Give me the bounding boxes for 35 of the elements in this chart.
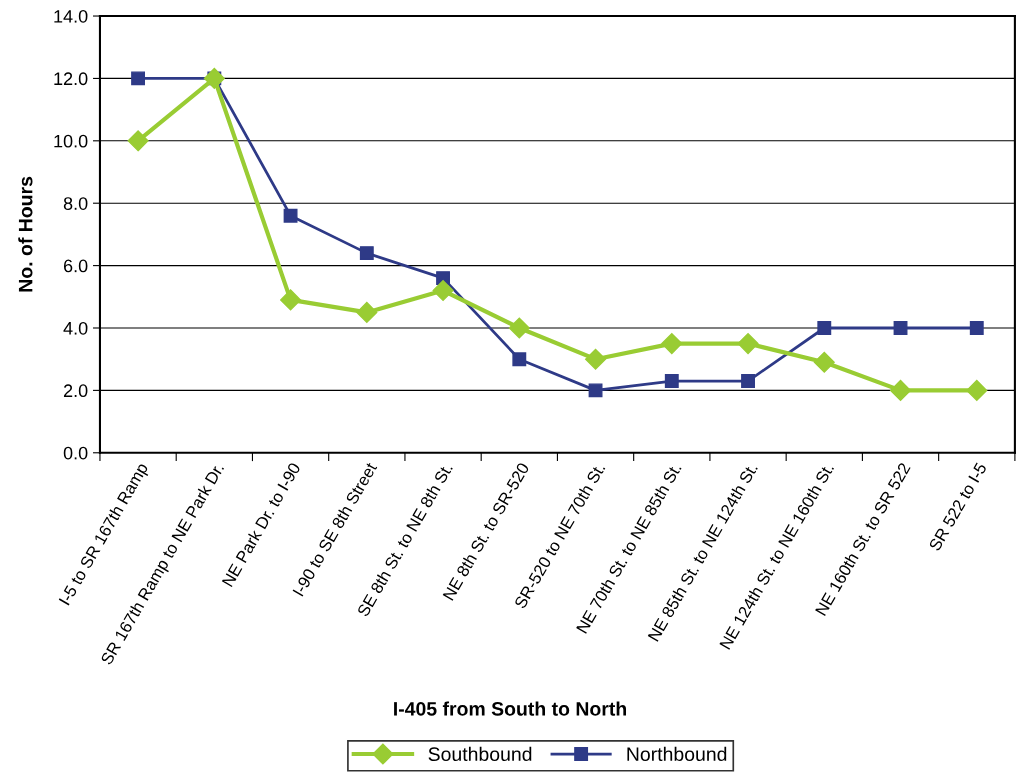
- legend-label: Northbound: [627, 746, 727, 762]
- point: [890, 379, 912, 401]
- point: [280, 289, 302, 311]
- x-tick-label: SR 522 to I-5: [928, 461, 988, 552]
- point: [131, 71, 146, 86]
- point: [356, 301, 378, 323]
- point: [588, 383, 603, 398]
- point: [203, 67, 225, 89]
- point: [817, 321, 832, 335]
- y-tick-label: 4.0: [63, 321, 88, 335]
- legend-label: Southbound: [428, 746, 532, 762]
- point: [966, 379, 988, 401]
- point: [737, 333, 759, 355]
- y-tick-label: 8.0: [63, 197, 88, 210]
- y-tick-label: 0.0: [63, 446, 88, 460]
- point: [359, 246, 374, 261]
- point: [508, 317, 530, 339]
- x-axis-title: I-405 from South to North: [394, 701, 627, 716]
- point: [813, 351, 835, 373]
- y-tick-label: 2.0: [63, 384, 88, 398]
- point: [969, 321, 984, 335]
- y-tick-label: 14.0: [54, 9, 88, 23]
- point: [512, 352, 527, 367]
- point: [585, 348, 607, 370]
- point: [661, 333, 683, 355]
- y-axis-title: No. of Hours: [18, 176, 33, 292]
- point: [432, 280, 454, 302]
- point: [283, 208, 298, 223]
- y-tick-label: 12.0: [54, 72, 88, 86]
- y-tick-label: 6.0: [63, 259, 88, 273]
- y-tick-label: 10.0: [54, 134, 88, 148]
- point: [741, 374, 755, 388]
- point: [893, 321, 908, 335]
- point: [127, 130, 149, 152]
- point: [664, 374, 679, 388]
